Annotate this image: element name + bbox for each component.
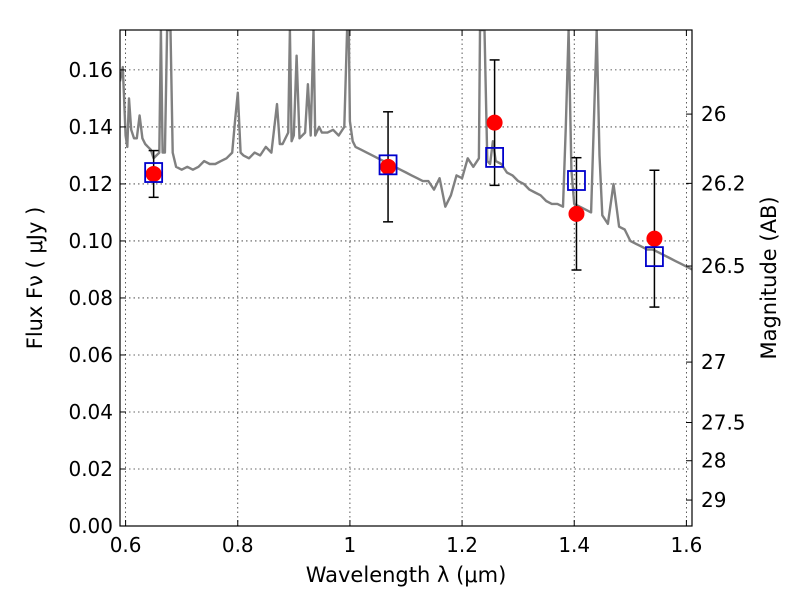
y2-tick-label: 26.5 [701,254,746,278]
x-tick-label: 1.6 [670,533,702,557]
x-tick-label: 0.8 [222,533,254,557]
x-axis-label: Wavelength λ (μm) [306,563,507,587]
y-tick-label: 0.10 [68,229,113,253]
model-point [645,246,664,268]
error-bars [148,59,660,308]
y2-axis-label: Magnitude (AB) [757,196,781,359]
y-tick-label: 0.04 [68,400,113,424]
y2-tick-label: 26 [701,102,726,126]
y-tick-label: 0.06 [68,343,113,367]
observed-point [568,205,585,222]
y-tick-label: 0.08 [68,286,113,310]
y2-tick-label: 27.5 [701,411,746,435]
x-tick-label: 1.2 [446,533,478,557]
model-point [567,170,586,191]
y-tick-label: 0.12 [68,172,113,196]
model-point [378,154,398,176]
grid-lines [120,30,692,527]
y-axis-label: Flux Fν ( μJy ) [23,207,47,350]
y-tick-label: 0.02 [68,457,113,481]
y-tick-label: 0.14 [68,115,113,139]
observed-point [486,114,503,131]
y2-tick-label: 27 [701,350,726,374]
observed-point [380,158,397,175]
y2-tick-label: 29 [701,488,726,512]
model-point [144,162,164,183]
y-tick-label: 0.16 [68,58,113,82]
y-tick-label: 0.00 [68,514,113,538]
x-tick-label: 0.6 [110,533,142,557]
model-point [485,147,505,168]
x-tick-label: 1.4 [558,533,590,557]
observed-point [145,165,162,182]
axis-ticks: 0.6 0.8 1 1.2 1.4 1.6 0.00 0.02 0.04 0.06 0.08 0.10… [68,30,746,557]
model-spectrum [120,30,692,271]
plot-frame [119,29,693,527]
spectrum-line [120,30,692,271]
x-tick-label: 1 [344,533,357,557]
observed-point [646,230,663,247]
y2-tick-label: 26.2 [701,171,746,195]
y2-tick-label: 28 [701,449,726,473]
model-bandpass-points [144,147,664,268]
